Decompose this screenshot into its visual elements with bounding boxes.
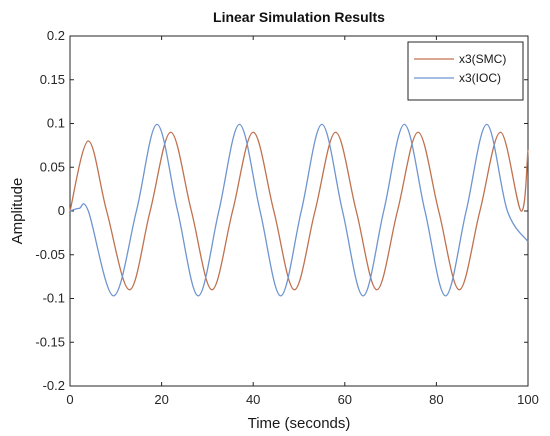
legend-label-x3-smc: x3(SMC) — [459, 52, 506, 66]
x-axis: 0 20 40 60 80 100 — [66, 36, 539, 407]
y-tick-label: -0.2 — [43, 378, 65, 393]
x-tick-label: 0 — [66, 392, 73, 407]
y-tick-label: 0 — [58, 203, 65, 218]
y-tick-label: 0.05 — [40, 159, 65, 174]
series-line-x3-ioc — [69, 123, 529, 297]
x-tick-label: 100 — [517, 392, 539, 407]
x-tick-label: 60 — [338, 392, 352, 407]
y-tick-label: -0.05 — [35, 247, 65, 262]
y-tick-label: 0.1 — [47, 116, 65, 131]
y-tick-label: -0.15 — [35, 334, 65, 349]
y-tick-label: -0.1 — [43, 291, 65, 306]
series-line-x3-smc — [69, 131, 529, 291]
x-axis-title: Time (seconds) — [248, 415, 351, 432]
chart-title: Linear Simulation Results — [213, 9, 385, 25]
y-axis-title: Amplitude — [9, 178, 26, 245]
series-layer — [69, 123, 529, 297]
legend: x3(SMC) x3(IOC) — [407, 41, 524, 101]
x-tick-label: 80 — [429, 392, 443, 407]
y-axis: -0.2 -0.15 -0.1 -0.05 0 0.05 0.1 0.15 0.2 — [35, 28, 528, 393]
x-tick-label: 40 — [246, 392, 260, 407]
y-tick-label: 0.2 — [47, 28, 65, 43]
x-tick-label: 20 — [154, 392, 168, 407]
legend-label-x3-ioc: x3(IOC) — [459, 71, 501, 85]
legend-box — [407, 41, 524, 101]
y-tick-label: 0.15 — [40, 72, 65, 87]
